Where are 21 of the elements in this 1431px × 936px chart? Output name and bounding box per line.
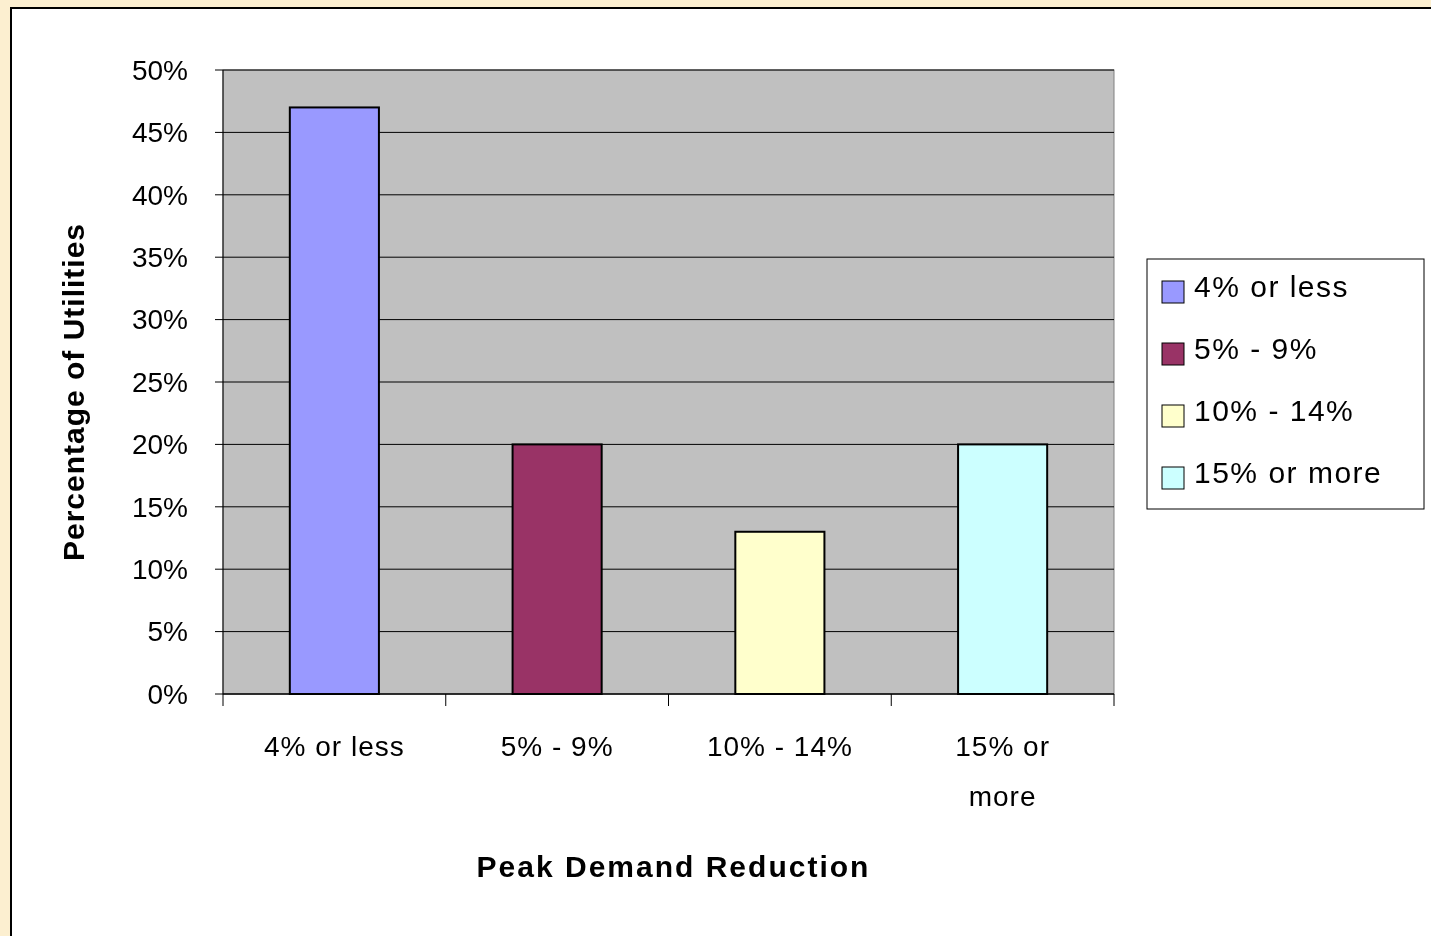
x-axis-title: Peak Demand Reduction — [476, 850, 871, 883]
x-tick-label: 10% - 14% — [706, 731, 853, 762]
legend-label: 4% or less — [1194, 269, 1350, 303]
x-tick-label: 15% or more — [955, 731, 1050, 812]
y-tick-label: 0% — [147, 678, 188, 710]
y-tick-label: 45% — [131, 117, 188, 149]
legend-label: 5% - 9% — [1194, 331, 1318, 365]
y-tick-label: 15% — [131, 491, 188, 523]
y-tick-label: 50% — [131, 54, 188, 86]
y-tick-label: 30% — [131, 304, 188, 336]
legend-label: 10% - 14% — [1194, 393, 1355, 427]
x-tick-label: 4% or less — [264, 731, 405, 762]
y-tick-label: 5% — [147, 616, 188, 648]
y-tick-label: 20% — [131, 429, 188, 461]
y-axis-title: Percentage of Utilities — [57, 222, 90, 562]
y-tick-label: 10% — [131, 554, 188, 585]
y-tick-label: 40% — [131, 179, 188, 211]
x-tick-label: 5% - 9% — [500, 731, 614, 762]
legend-label: 15% or more — [1194, 455, 1383, 489]
y-tick-label: 25% — [131, 366, 188, 398]
y-tick-label: 35% — [131, 242, 188, 273]
